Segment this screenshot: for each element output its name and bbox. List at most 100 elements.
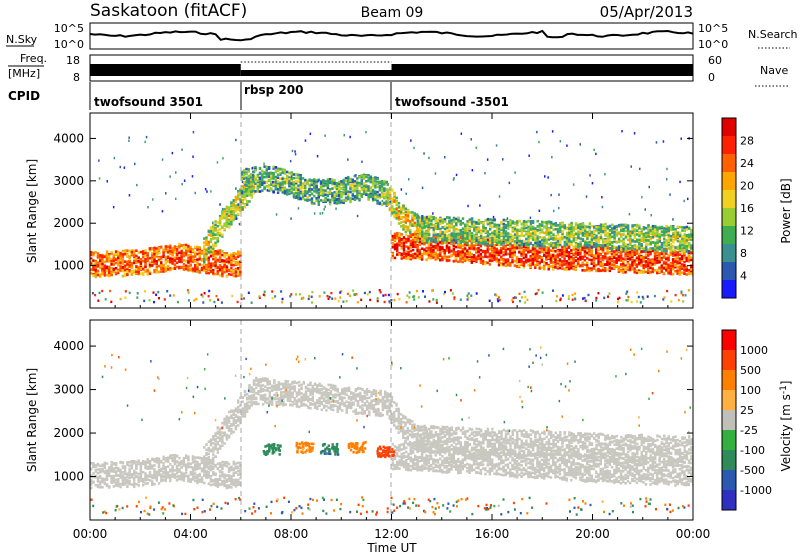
power-cell xyxy=(407,257,410,261)
power-cell xyxy=(470,217,474,220)
power-cell xyxy=(518,264,521,267)
power-cell xyxy=(290,187,293,190)
power-cell xyxy=(223,216,226,219)
power-cell xyxy=(491,221,494,225)
power-cell xyxy=(212,262,215,265)
power-cell xyxy=(513,250,516,254)
power-cell xyxy=(328,201,332,204)
power-cell xyxy=(114,267,118,270)
power-cell xyxy=(130,250,134,254)
power-cell xyxy=(400,241,403,245)
power-cell xyxy=(615,253,618,256)
power-cell xyxy=(434,254,437,257)
power-cell xyxy=(545,258,548,261)
power-cell xyxy=(448,223,451,227)
power-cell xyxy=(601,250,605,254)
power-cell xyxy=(270,183,273,186)
power-cell xyxy=(322,180,325,184)
power-cell xyxy=(189,250,192,254)
power-cell xyxy=(209,230,213,233)
power-cell xyxy=(203,246,206,249)
power-cell xyxy=(214,250,217,253)
power-cell xyxy=(468,233,471,237)
power-cell xyxy=(450,220,453,224)
power-cell xyxy=(434,240,438,243)
power-cell xyxy=(554,266,557,269)
power-cell xyxy=(214,241,217,245)
power-cell xyxy=(624,270,627,274)
power-cell xyxy=(283,192,287,195)
power-cell xyxy=(221,253,224,257)
power-cell xyxy=(638,271,641,274)
power-cell xyxy=(371,184,375,188)
power-cell xyxy=(171,257,174,261)
power-cell xyxy=(209,267,213,271)
power-cell xyxy=(484,253,487,256)
power-cell xyxy=(534,258,537,262)
power-cell xyxy=(313,182,316,185)
power-cell xyxy=(114,261,118,265)
power-cell xyxy=(651,258,654,261)
power-cell xyxy=(367,187,370,190)
power-cell xyxy=(169,250,172,253)
power-cell xyxy=(411,253,415,256)
power-cell xyxy=(207,260,210,264)
power-cell xyxy=(439,219,442,223)
power-cell xyxy=(240,175,244,178)
power-cell xyxy=(482,236,485,239)
power-cell xyxy=(446,222,449,226)
power-cell xyxy=(142,252,145,256)
power-cell xyxy=(126,269,129,273)
power-cell xyxy=(187,249,190,253)
power-cell xyxy=(265,169,268,172)
noise-right-tick-high: 10^5 xyxy=(698,22,728,35)
power-cell xyxy=(604,263,607,266)
power-cell xyxy=(119,251,122,255)
power-cell xyxy=(610,259,614,262)
power-cell xyxy=(644,250,648,254)
power-cell xyxy=(656,256,659,260)
power-cell xyxy=(388,188,392,192)
power-cell xyxy=(223,255,226,259)
power-cell xyxy=(574,252,578,255)
power-cell xyxy=(669,253,672,256)
power-cell xyxy=(588,269,591,273)
power-cell xyxy=(592,254,596,257)
power-cell xyxy=(466,224,469,227)
power-cell xyxy=(563,263,566,266)
power-cell xyxy=(667,254,670,257)
power-cell xyxy=(295,173,298,176)
power-cell xyxy=(347,197,350,201)
power-cell xyxy=(250,193,253,197)
power-cell xyxy=(276,191,280,194)
power-cell xyxy=(567,267,571,270)
power-cell xyxy=(567,245,571,248)
power-cell xyxy=(313,188,316,191)
power-cell xyxy=(644,253,648,257)
power-cell xyxy=(434,236,437,240)
power-cell xyxy=(144,251,147,255)
power-cell xyxy=(413,230,416,234)
power-cell xyxy=(511,249,514,253)
power-cell xyxy=(504,230,508,233)
power-cell xyxy=(513,222,517,226)
power-cell xyxy=(185,246,188,249)
power-cell xyxy=(502,250,505,254)
power-cell xyxy=(513,253,516,257)
power-cell xyxy=(227,254,231,257)
power-cell xyxy=(450,254,453,258)
power-cell xyxy=(198,248,201,251)
power-cell xyxy=(405,241,408,244)
power-cell xyxy=(662,255,666,259)
power-cell xyxy=(283,187,287,191)
power-cell xyxy=(223,266,226,269)
power-cell xyxy=(509,244,512,247)
power-cell xyxy=(146,253,149,257)
power-cell xyxy=(402,252,406,256)
power-cell xyxy=(448,233,451,237)
power-cell xyxy=(205,252,208,255)
power-cell xyxy=(687,269,691,272)
power-cell xyxy=(335,202,339,205)
power-cell xyxy=(500,243,503,246)
power-cell xyxy=(583,250,587,253)
